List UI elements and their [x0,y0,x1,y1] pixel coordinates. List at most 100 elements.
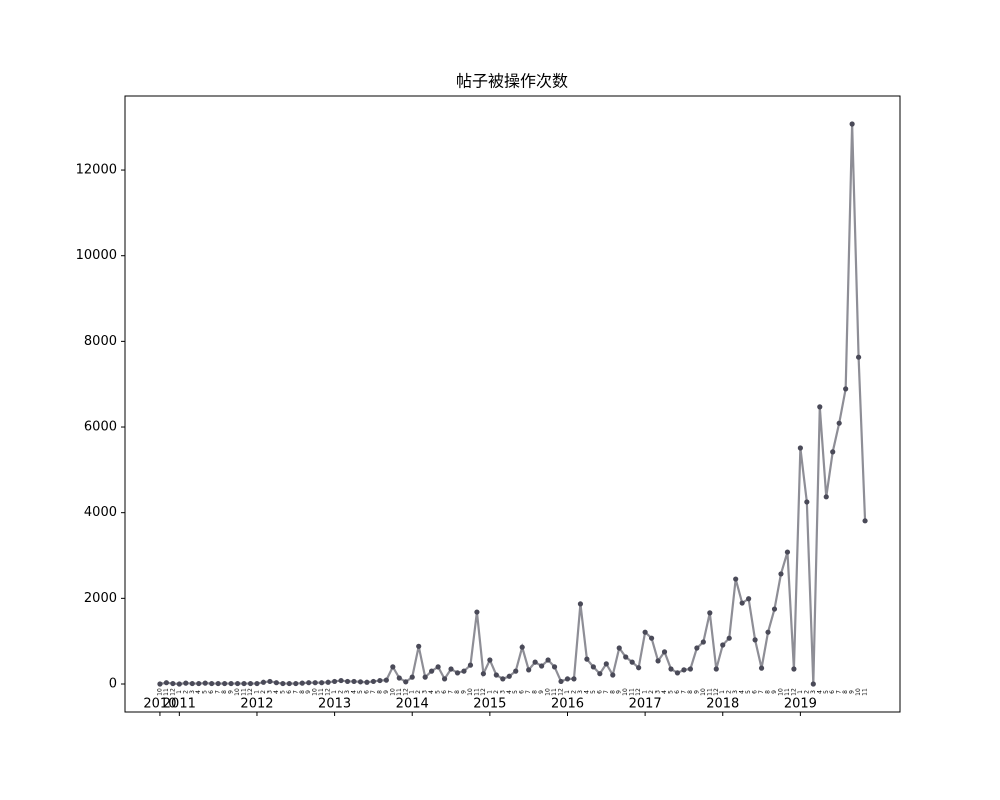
x-tick-label: 12 [790,688,797,696]
x-tick-label: 12 [402,688,409,696]
point [454,670,461,676]
point [170,680,176,687]
x-tick-label: 9 [305,690,312,694]
x-tick-label: 3 [577,690,584,694]
y-tick-label: 6000 [84,420,117,435]
point [222,680,228,687]
x-tick-label: 2 [726,690,733,694]
x-tick-label: 7 [448,690,455,694]
point [209,680,215,687]
point [862,518,868,524]
x-tick-label: 1 [719,690,726,694]
point [202,680,208,686]
x-tick-label: 3 [810,690,817,694]
point [610,672,616,678]
point [707,610,713,616]
point [539,663,545,669]
point [416,643,422,649]
point [590,664,596,670]
year-label: 2019 [784,697,817,712]
point [739,600,745,606]
x-tick-label: 4 [583,690,590,694]
x-tick-label: 10 [467,688,474,696]
x-tick-label: 3 [655,690,662,694]
point [493,672,499,678]
year-label: 2017 [629,697,662,712]
x-tick-label: 3 [422,690,429,694]
x-tick-label: 8 [221,690,228,694]
point [306,680,312,686]
point [636,665,642,671]
x-tick-label: 10 [700,688,707,696]
point [364,679,370,685]
x-tick-label: 7 [370,690,377,694]
point [616,645,622,651]
point [526,667,532,673]
year-label: 2012 [240,697,273,712]
x-tick-label: 12 [480,688,487,696]
x-tick-label: 6 [674,690,681,694]
x-tick-label: 11 [396,688,403,696]
point [299,680,305,686]
point [642,629,648,635]
x-tick-label: 11 [163,688,170,696]
point [189,680,195,687]
point [784,549,791,555]
point [254,680,260,687]
point [733,576,739,582]
x-tick-label: 10 [777,688,784,696]
x-tick-label: 4 [816,690,823,694]
x-tick-label: 9 [849,690,856,694]
x-tick-label: 10 [545,688,552,696]
x-tick-label: 2 [493,690,500,694]
x-tick-label: 10 [855,688,862,696]
year-label: 2013 [318,697,351,712]
x-tick-label: 7 [292,690,299,694]
x-tick-label: 2 [260,690,267,694]
y-tick-label: 4000 [84,505,117,520]
point [603,661,609,667]
point [694,645,700,651]
x-tick-label: 6 [829,690,836,694]
x-tick-label: 9 [693,690,700,694]
point [260,679,267,685]
point [247,680,254,687]
point [234,680,241,687]
x-tick-label: 11 [784,688,791,696]
x-tick-label: 1 [486,690,493,694]
point [810,681,816,687]
x-tick-label: 11 [706,688,713,696]
point [545,657,551,663]
point [357,679,364,685]
point [836,420,842,426]
x-tick-label: 2 [570,690,577,694]
point [843,386,849,392]
x-tick-label: 8 [376,690,383,694]
x-tick-label: 1 [409,690,416,694]
point [163,680,170,686]
x-tick-label: 5 [590,690,597,694]
point [584,656,590,662]
plot-frame [124,95,901,713]
point [344,678,351,685]
point [713,666,719,672]
x-tick-label: 6 [363,690,370,694]
year-label: 2016 [551,697,584,712]
x-tick-label: 4 [195,690,202,694]
point [157,681,163,687]
point [403,679,409,685]
point [817,404,823,410]
point [648,635,655,641]
x-tick-label: 7 [215,690,222,694]
year-label: 2010 [143,697,176,712]
point [855,354,862,360]
x-tick-label: 2 [415,690,422,694]
x-tick-label: 4 [428,690,435,694]
point [461,668,467,674]
point [409,674,415,680]
year-label: 2014 [396,697,429,712]
point [558,678,564,685]
point [293,680,299,687]
x-tick-label: 5 [357,690,364,694]
point [487,657,493,663]
